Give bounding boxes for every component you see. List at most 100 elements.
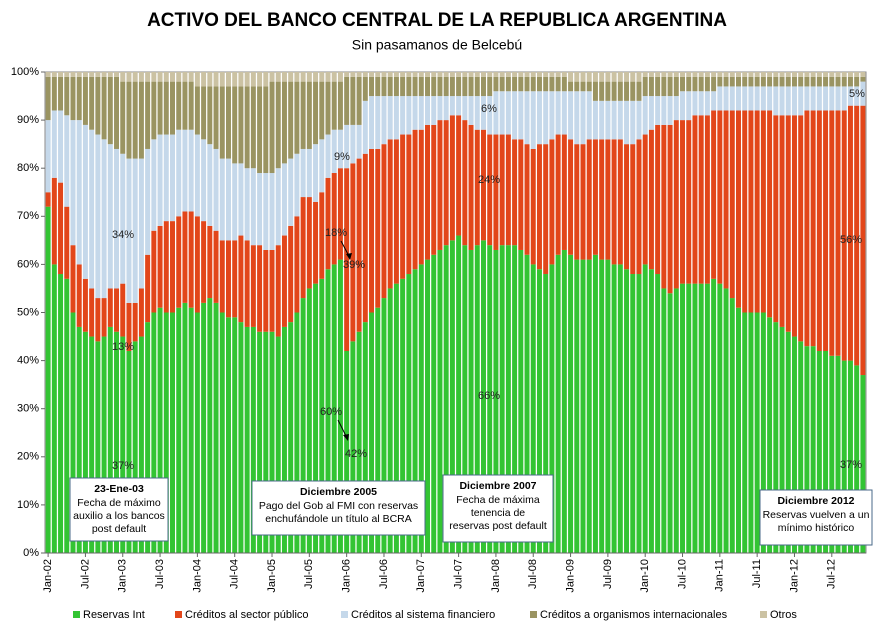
bar-segment bbox=[114, 331, 120, 553]
bar-segment bbox=[636, 72, 642, 82]
bar-segment bbox=[331, 173, 337, 265]
bar-segment bbox=[481, 76, 486, 97]
bar-segment bbox=[543, 91, 549, 145]
bar-segment bbox=[549, 264, 555, 553]
x-tick-label: Jan-09 bbox=[564, 559, 576, 593]
bar-segment bbox=[574, 259, 580, 553]
bar-segment bbox=[250, 245, 256, 327]
bar-segment bbox=[555, 134, 561, 255]
bar-segment bbox=[95, 72, 101, 77]
bar-segment bbox=[555, 91, 561, 135]
bar-segment bbox=[51, 177, 57, 265]
bar-segment bbox=[698, 76, 704, 92]
bar-segment bbox=[288, 322, 294, 553]
bar-segment bbox=[126, 350, 132, 553]
bar-segment bbox=[294, 81, 300, 154]
callout-box bbox=[759, 489, 873, 546]
bar-segment bbox=[157, 72, 163, 82]
bar-segment bbox=[580, 91, 586, 145]
bar-segment bbox=[661, 96, 667, 125]
annotation: 13% bbox=[112, 341, 134, 353]
bar-segment bbox=[219, 72, 225, 87]
bar-segment bbox=[356, 72, 362, 77]
bar-segment bbox=[536, 269, 542, 553]
callout-line: Fecha de máximo bbox=[77, 497, 161, 509]
bar-segment bbox=[655, 96, 661, 125]
bar-segment bbox=[151, 312, 157, 553]
bar-segment bbox=[835, 72, 841, 77]
bar-segment bbox=[219, 158, 225, 241]
bar-segment bbox=[655, 76, 661, 97]
bar-segment bbox=[151, 230, 157, 313]
bar-segment bbox=[549, 72, 555, 77]
bar-segment bbox=[624, 81, 630, 101]
bar-segment bbox=[754, 86, 760, 111]
bar-segment bbox=[798, 115, 804, 342]
bar-segment bbox=[58, 72, 64, 77]
bar-segment bbox=[257, 86, 263, 174]
bar-segment bbox=[736, 76, 741, 87]
bar-segment bbox=[810, 72, 816, 77]
bar-segment bbox=[232, 317, 238, 553]
bar-segment bbox=[350, 163, 356, 342]
bar-segment bbox=[263, 331, 269, 553]
bar-segment bbox=[281, 81, 287, 164]
bar-segment bbox=[561, 249, 567, 553]
bar-segment bbox=[823, 350, 829, 553]
bar-segment bbox=[748, 312, 754, 553]
bar-segment bbox=[804, 86, 810, 111]
bar-segment bbox=[698, 283, 704, 553]
bar-segment bbox=[860, 72, 866, 77]
bar-segment bbox=[779, 326, 785, 553]
bar-segment bbox=[487, 72, 493, 77]
bar-segment bbox=[250, 72, 256, 87]
bar-segment bbox=[89, 76, 95, 130]
bar-segment bbox=[854, 76, 860, 87]
annotation: 24% bbox=[478, 174, 500, 186]
bar-segment bbox=[555, 72, 561, 77]
y-tick-label: 50% bbox=[17, 306, 39, 318]
bar-segment bbox=[64, 76, 70, 116]
bar-segment bbox=[269, 173, 275, 250]
bar-segment bbox=[70, 245, 76, 313]
bar-segment bbox=[418, 96, 424, 130]
bar-segment bbox=[754, 72, 760, 77]
bar-segment bbox=[499, 245, 505, 553]
bar-segment bbox=[841, 360, 847, 553]
bar-segment bbox=[468, 76, 474, 97]
bar-segment bbox=[194, 72, 200, 87]
bar-segment bbox=[51, 110, 57, 178]
bar-segment bbox=[798, 86, 804, 116]
bar-segment bbox=[64, 72, 70, 77]
bar-segment bbox=[810, 346, 816, 553]
bar-segment bbox=[375, 76, 381, 97]
x-tick-label: Jan-02 bbox=[42, 559, 54, 593]
bar-segment bbox=[779, 86, 785, 116]
x-tick-label: Jan-06 bbox=[341, 559, 353, 593]
bar-segment bbox=[82, 278, 88, 332]
bar-segment bbox=[306, 197, 312, 289]
x-tick-label: Jan-11 bbox=[714, 559, 726, 592]
bar-segment bbox=[387, 139, 393, 289]
x-tick-label: Jan-10 bbox=[639, 559, 651, 593]
bar-segment bbox=[263, 86, 269, 174]
bar-segment bbox=[138, 336, 144, 553]
bar-segment bbox=[393, 72, 399, 77]
bar-segment bbox=[107, 76, 113, 145]
bar-segment bbox=[58, 76, 64, 111]
bar-segment bbox=[487, 245, 493, 553]
bar-segment bbox=[711, 110, 717, 279]
bar-segment bbox=[275, 336, 281, 553]
bar-segment bbox=[630, 100, 636, 145]
bar-segment bbox=[518, 76, 524, 92]
bar-segment bbox=[393, 139, 399, 284]
bar-segment bbox=[288, 158, 294, 226]
bar-segment bbox=[369, 148, 375, 313]
bar-segment bbox=[313, 144, 319, 202]
bar-segment bbox=[182, 129, 188, 212]
bar-segment bbox=[406, 96, 412, 135]
bar-segment bbox=[300, 148, 306, 198]
bar-segment bbox=[412, 72, 418, 77]
bar-segment bbox=[642, 76, 648, 97]
bar-segment bbox=[114, 76, 120, 149]
